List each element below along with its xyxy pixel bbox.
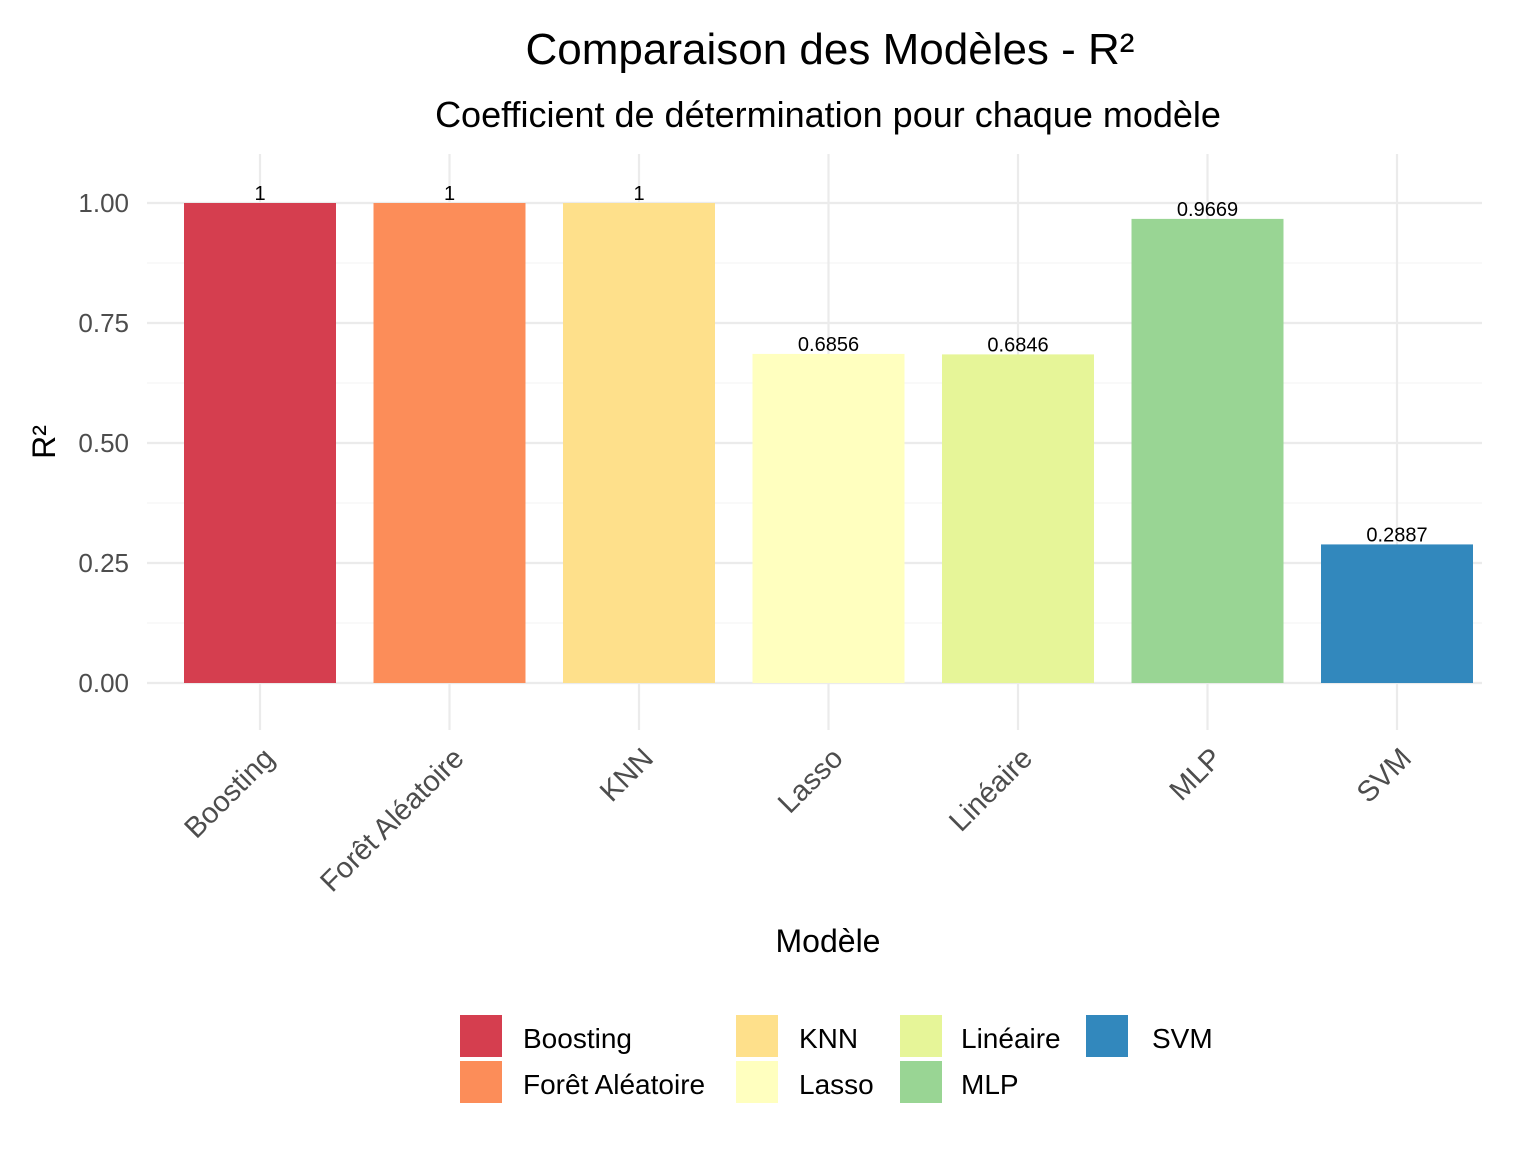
bars [184, 203, 1473, 683]
bar [752, 353, 905, 683]
data-label: 0.6846 [987, 334, 1048, 356]
legend-swatch [460, 1061, 502, 1103]
legend-item: SVM [1086, 1015, 1213, 1057]
data-labels: 1 1 1 0.6856 0.6846 0.9669 0.2887 [254, 183, 1427, 546]
legend-item: MLP [900, 1061, 1019, 1103]
x-tick-label: SVM [1351, 742, 1418, 809]
legend-item: Boosting [460, 1015, 632, 1057]
chart-subtitle: Coefficient de détermination pour chaque… [435, 94, 1221, 135]
legend-swatch [736, 1015, 778, 1057]
x-tick-label: Boosting [179, 742, 281, 844]
x-tick-label: Lasso [772, 742, 849, 819]
legend-label: Lasso [799, 1069, 874, 1100]
x-tick-label: Forêt Aléatoire [314, 742, 470, 898]
y-tick-label: 1.00 [78, 188, 129, 218]
x-tick-label: KNN [594, 742, 660, 808]
bar [563, 203, 715, 683]
data-label: 0.2887 [1366, 524, 1427, 546]
data-label: 1 [254, 183, 265, 205]
y-tick-label: 0.50 [78, 428, 129, 458]
bar [373, 203, 526, 683]
data-label: 0.9669 [1177, 199, 1238, 221]
bar [1131, 218, 1284, 683]
y-tick-label: 0.25 [78, 548, 129, 578]
legend-item: KNN [736, 1015, 858, 1057]
legend-label: KNN [799, 1023, 858, 1054]
chart-title: Comparaison des Modèles - R² [526, 25, 1135, 74]
legend-label: Forêt Aléatoire [523, 1069, 705, 1100]
y-axis-title: R² [26, 425, 62, 459]
legend-label: Boosting [523, 1023, 632, 1054]
legend-label: Linéaire [961, 1023, 1061, 1054]
legend-item: Linéaire [900, 1015, 1061, 1057]
bar [184, 203, 336, 683]
data-label: 0.6856 [798, 334, 859, 356]
legend-swatch [460, 1015, 502, 1057]
bar [942, 354, 1094, 683]
data-label: 1 [444, 183, 455, 205]
legend-swatch [900, 1015, 942, 1057]
legend-item: Forêt Aléatoire [460, 1061, 705, 1103]
y-axis-ticks: 0.00 0.25 0.50 0.75 1.00 [78, 188, 129, 698]
legend-item: Lasso [736, 1061, 874, 1103]
legend-swatch [1086, 1015, 1128, 1057]
x-axis-ticks: Boosting Forêt Aléatoire KNN Lasso Linéaire M… [179, 742, 1418, 898]
legend-label: SVM [1152, 1023, 1213, 1054]
legend: Boosting Forêt Aléatoire KNN Lasso Linéaire M… [460, 1015, 1213, 1103]
legend-label: MLP [961, 1069, 1019, 1100]
legend-swatch [736, 1061, 778, 1103]
x-tick-label: Linéaire [943, 742, 1039, 838]
x-tick-label: MLP [1164, 742, 1229, 807]
bar [1321, 544, 1473, 683]
y-tick-label: 0.75 [78, 308, 129, 338]
x-axis-title: Modèle [776, 923, 881, 959]
data-label: 1 [633, 183, 644, 205]
y-tick-label: 0.00 [78, 668, 129, 698]
legend-swatch [900, 1061, 942, 1103]
